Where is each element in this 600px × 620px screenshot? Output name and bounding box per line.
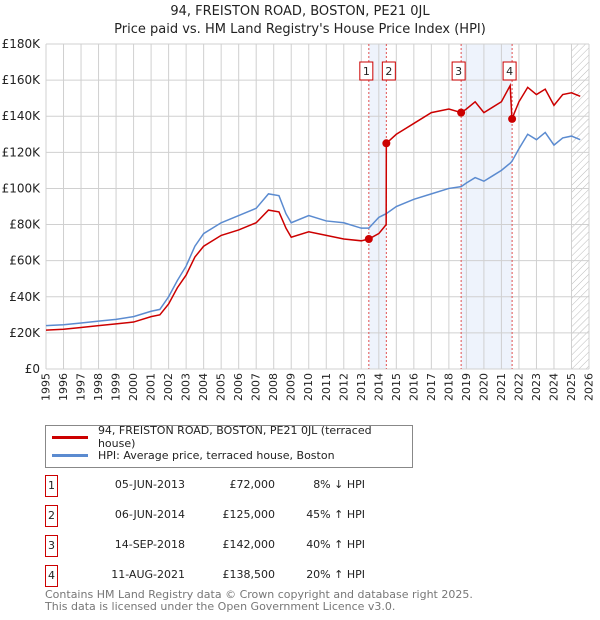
y-tick-label: £180K	[2, 37, 42, 51]
sale-date: 14-SEP-2018	[114, 538, 185, 551]
x-tick-label: 1997	[75, 373, 88, 401]
x-tick-label: 2002	[162, 373, 175, 401]
sale-label-number: 1	[363, 65, 370, 78]
legend-label-hpi: HPI: Average price, terraced house, Bost…	[98, 448, 335, 462]
plot-area: 1995 1996 1997 1998 1999 2000 2001 2002 2003 2004…	[2, 37, 596, 401]
x-tick-label: 2015	[390, 373, 403, 401]
shaded-period-3-4	[461, 44, 513, 369]
x-tick-label: 2011	[320, 373, 333, 401]
x-tick-label: 2014	[372, 373, 385, 401]
y-tick-label: £100K	[2, 181, 42, 195]
sale-price: £142,000	[222, 538, 276, 551]
sale-date: 05-JUN-2013	[114, 478, 185, 491]
x-tick-label: 1999	[110, 373, 123, 401]
x-tick-label: 2001	[145, 373, 158, 401]
x-tick-label: 2022	[512, 373, 525, 401]
x-tick-label: 2017	[425, 373, 438, 401]
x-tick-label: 2010	[302, 373, 315, 401]
forecast-hatch	[571, 44, 589, 369]
chart-title: 94, FREISTON ROAD, BOSTON, PE21 0JL	[170, 4, 430, 19]
chart-subtitle: Price paid vs. HM Land Registry's House …	[114, 22, 486, 37]
x-tick-label: 2005	[215, 373, 228, 401]
sale-point	[364, 235, 373, 243]
y-tick-label: £160K	[2, 73, 42, 87]
x-tick-label: 2018	[442, 373, 455, 401]
y-tick-label: £60K	[9, 254, 41, 268]
sale-label-box	[451, 61, 466, 81]
sale-row: 1 05-JUN-2013 £72,000 8% ↓ HPI	[45, 475, 385, 497]
y-tick-label: £0	[25, 362, 40, 376]
sale-number-badge: 1	[45, 475, 58, 497]
shaded-period-1-2	[368, 44, 387, 369]
x-tick-label: 2007	[250, 373, 263, 401]
sale-row: 2 06-JUN-2014 £125,000 45% ↑ HPI	[45, 505, 385, 527]
sale-hpi-change: 45% ↑ HPI	[306, 508, 365, 521]
x-tick-label: 2024	[547, 373, 560, 401]
x-tick-label: 2003	[180, 373, 193, 401]
sale-hpi-change: 20% ↑ HPI	[306, 568, 365, 581]
sale-price: £72,000	[229, 478, 276, 491]
x-tick-label: 2000	[127, 373, 140, 401]
x-tick-label: 2025	[565, 373, 578, 401]
sale-label-number: 4	[506, 65, 513, 78]
sale-point	[508, 114, 517, 123]
sale-label-box	[502, 61, 517, 81]
x-tick-label: 2016	[407, 373, 420, 401]
x-tick-label: 2008	[267, 373, 280, 401]
y-tick-label: £20K	[9, 326, 41, 340]
x-tick-label: 2012	[337, 373, 350, 401]
sale-label-box	[359, 61, 374, 81]
legend-swatch-property	[52, 435, 88, 439]
sale-number-badge: 3	[45, 535, 58, 557]
footer-line-2: This data is licensed under the Open Gov…	[45, 600, 396, 613]
sale-date: 11-AUG-2021	[111, 568, 185, 581]
sale-label-box	[381, 61, 396, 81]
sale-row: 4 11-AUG-2021 £138,500 20% ↑ HPI	[45, 565, 385, 587]
sale-label-number: 3	[455, 65, 462, 78]
legend: 94, FREISTON ROAD, BOSTON, PE21 0JL (ter…	[45, 424, 413, 468]
sale-point	[457, 108, 466, 117]
legend-swatch-hpi	[52, 453, 88, 457]
sale-row: 3 14-SEP-2018 £142,000 40% ↑ HPI	[45, 535, 385, 557]
sale-number-badge: 2	[45, 505, 58, 527]
hpi-line	[45, 131, 581, 327]
x-tick-label: 2026	[583, 373, 596, 401]
sale-hpi-change: 8% ↓ HPI	[313, 478, 365, 491]
legend-label-property: 94, FREISTON ROAD, BOSTON, PE21 0JL (ter…	[97, 424, 372, 450]
y-tick-label: £140K	[2, 109, 42, 123]
y-tick-label: £120K	[2, 145, 42, 159]
sale-price: £138,500	[222, 568, 276, 581]
x-tick-label: 2009	[285, 373, 298, 401]
x-tick-label: 2006	[232, 373, 245, 401]
x-tick-label: 2020	[477, 373, 490, 401]
sale-price: £125,000	[222, 508, 276, 521]
footer: Contains HM Land Registry data © Crown c…	[45, 589, 473, 613]
x-tick-label: 2013	[355, 373, 368, 401]
x-tick-label: 2021	[495, 373, 508, 401]
x-tick-label: 1995	[40, 373, 53, 401]
y-tick-label: £80K	[9, 218, 41, 232]
footer-line-1: Contains HM Land Registry data © Crown c…	[45, 588, 473, 601]
x-tick-label: 2023	[530, 373, 543, 401]
x-tick-label: 2004	[197, 373, 210, 401]
x-tick-label: 1998	[92, 373, 105, 401]
sale-point	[382, 139, 391, 148]
sale-hpi-change: 40% ↑ HPI	[306, 538, 365, 551]
y-tick-label: £40K	[9, 290, 41, 304]
x-tick-label: 1996	[57, 373, 70, 401]
x-tick-label: 2019	[460, 373, 473, 401]
sale-label-number: 2	[385, 65, 392, 78]
sale-date: 06-JUN-2014	[114, 508, 185, 521]
sale-number-badge: 4	[45, 565, 58, 587]
